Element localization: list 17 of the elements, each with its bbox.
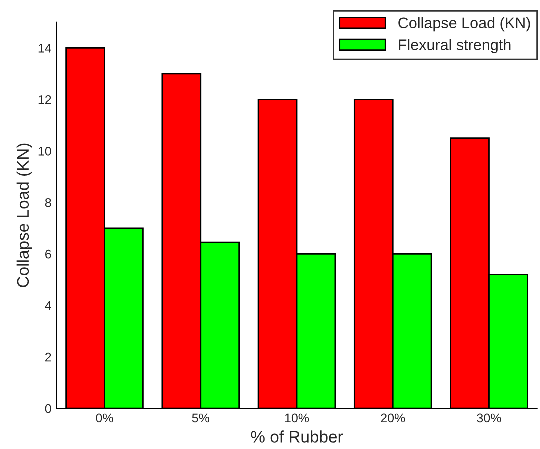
legend-label: Collapse Load (KN) [398, 17, 530, 32]
y-tick-label: 10 [38, 146, 52, 156]
y-tick-label: 8 [45, 198, 52, 208]
x-tick-label: 5% [192, 414, 210, 423]
y-tick-label: 0 [45, 404, 52, 414]
legend-label: Flexural strength [399, 39, 511, 54]
x-tick-label: 30% [477, 414, 502, 423]
x-axis-title: % of Rubber [251, 430, 344, 443]
x-tick-label: 20% [381, 414, 406, 423]
y-tick-label: 4 [45, 302, 52, 310]
y-tick-label: 6 [46, 250, 52, 259]
y-tick-label: 2 [46, 352, 52, 362]
x-tick-label: 10% [285, 414, 310, 423]
x-tick-label: 0% [96, 414, 114, 423]
y-tick-label: 12 [38, 95, 52, 104]
y-tick-label: 14 [38, 44, 52, 53]
y-axis-title: Collapse Load (KN) [16, 144, 32, 288]
